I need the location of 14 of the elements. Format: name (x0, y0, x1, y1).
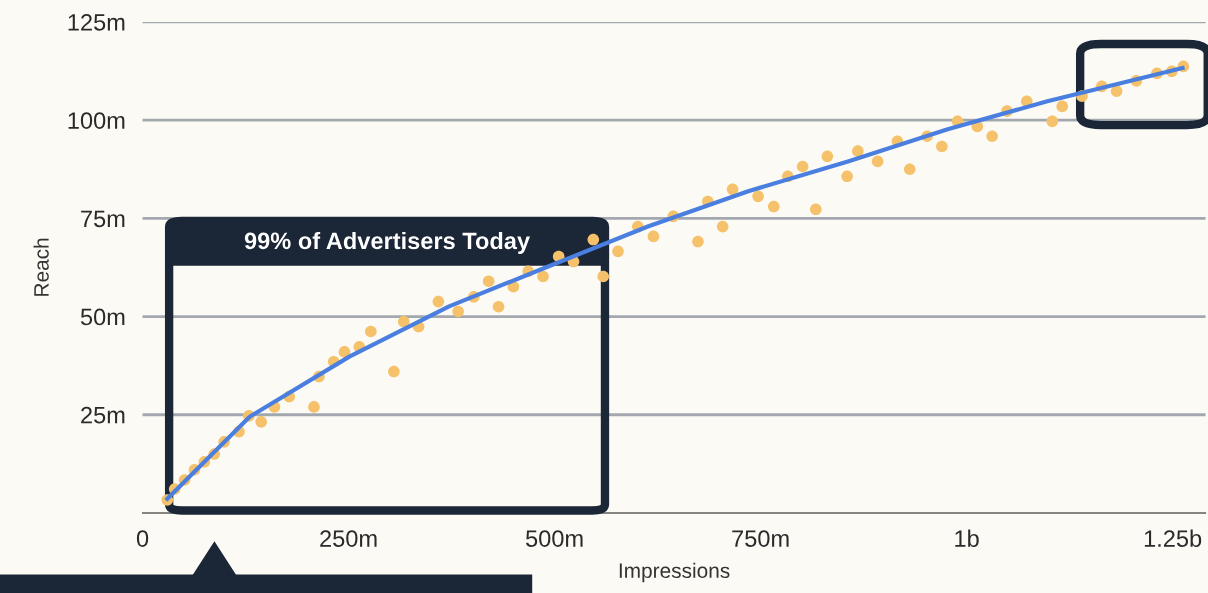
y-tick-label: 50m (80, 308, 125, 326)
y-axis-title: Reach (33, 238, 49, 296)
x-tick-label: 1b (955, 529, 979, 547)
y-tick-label: 100m (68, 112, 125, 129)
x-tick-label: 250m (320, 530, 377, 547)
x-tick-label: 0 (136, 530, 149, 547)
x-tick-label: 500m (525, 530, 583, 547)
x-axis-title: Impressions (619, 562, 730, 583)
y-tick-label: 25m (81, 406, 125, 424)
x-tick-label: 750m (732, 530, 789, 547)
annotation: 99% of Advertisers Today (244, 231, 530, 254)
y-tick-label: 125m (68, 14, 125, 31)
x-tick-label: 1.25b (1144, 529, 1202, 547)
y-tick-label: 75m (81, 210, 125, 228)
